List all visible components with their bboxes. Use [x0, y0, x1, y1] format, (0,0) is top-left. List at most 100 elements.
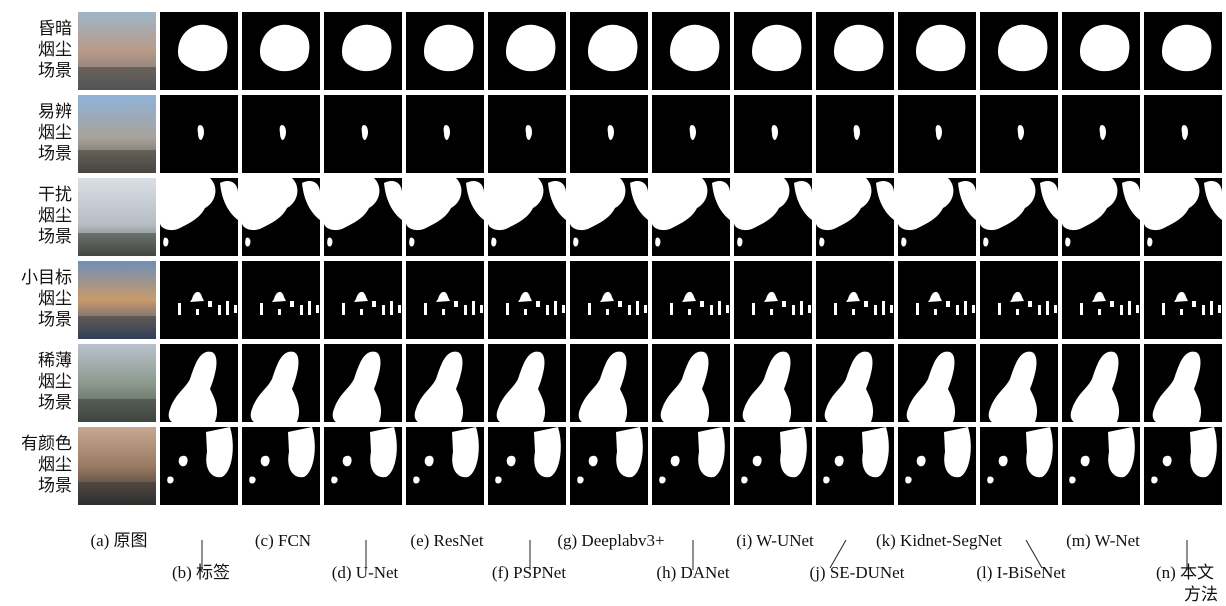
mask-region	[1080, 303, 1083, 315]
mask-region	[874, 305, 877, 315]
mask-region	[208, 301, 212, 307]
mask-region	[1054, 305, 1057, 313]
column-label: (g) Deeplabv3+	[557, 531, 664, 550]
column-label: (m) W-Net	[1066, 531, 1140, 550]
mask-region	[998, 303, 1001, 315]
mask-region	[882, 301, 885, 315]
mask-region	[1128, 301, 1131, 315]
row-label: 小目标	[21, 268, 72, 287]
mask-region	[372, 301, 376, 307]
mask-region	[1202, 305, 1205, 315]
mask-region	[562, 305, 565, 313]
mask-region	[710, 305, 713, 315]
mask-region	[644, 305, 647, 313]
column-label: (n) 本文	[1156, 563, 1214, 582]
mask-region	[964, 301, 967, 315]
mask-region	[956, 305, 959, 315]
mask-region	[1038, 305, 1041, 315]
mask-region	[890, 305, 893, 313]
mask-region	[782, 301, 786, 307]
column-label: (d) U-Net	[332, 563, 399, 582]
mask-region	[636, 301, 639, 315]
mask-region	[1218, 305, 1221, 313]
mask-region	[1210, 301, 1213, 315]
mask-region	[546, 305, 549, 315]
mask-region	[196, 309, 199, 315]
column-label: (k) Kidnet-SegNet	[876, 531, 1002, 550]
column-label: (i) W-UNet	[736, 531, 814, 550]
row-label: 有颜色	[21, 434, 72, 453]
mask-region	[1028, 301, 1032, 307]
mask-region	[1136, 305, 1139, 313]
column-label: (f) PSPNet	[492, 563, 566, 582]
mask-region	[382, 305, 385, 315]
mask-region	[700, 301, 704, 307]
column-label: (j) SE-DUNet	[810, 563, 905, 582]
row-label: 烟尘	[38, 123, 72, 142]
row-label: 场景	[38, 310, 72, 329]
mask-region	[588, 303, 591, 315]
mask-region	[726, 305, 729, 313]
row-label: 易辨	[38, 102, 72, 121]
figure: 昏暗烟尘场景易辨烟尘场景干扰烟尘场景小目标烟尘场景稀薄烟尘场景有颜色烟尘场景(a…	[0, 0, 1226, 606]
mask-region	[234, 305, 237, 313]
mask-region	[916, 303, 919, 315]
column-label: 方法	[1184, 585, 1218, 604]
mask-region	[1162, 303, 1165, 315]
mask-region	[390, 301, 393, 315]
row-label: 昏暗	[38, 19, 72, 38]
row-label: 干扰	[38, 185, 72, 204]
mask-region	[308, 301, 311, 315]
column-label: (a) 原图	[90, 531, 147, 550]
mask-region	[260, 303, 263, 315]
mask-region	[524, 309, 527, 315]
mask-region	[178, 303, 181, 315]
row-label: 场景	[38, 61, 72, 80]
column-label: (b) 标签	[172, 563, 230, 582]
row-label: 场景	[38, 144, 72, 163]
mask-region	[800, 301, 803, 315]
mask-region	[972, 305, 975, 313]
mask-region	[316, 305, 319, 313]
mask-region	[718, 301, 721, 315]
ground	[78, 316, 156, 339]
mask-region	[1180, 309, 1183, 315]
row-label: 烟尘	[38, 372, 72, 391]
row-label: 场景	[38, 227, 72, 246]
mask-region	[1120, 305, 1123, 315]
mask-region	[606, 309, 609, 315]
mask-region	[752, 303, 755, 315]
ground	[78, 399, 156, 422]
mask-region	[398, 305, 401, 313]
row-label: 烟尘	[38, 455, 72, 474]
ground	[78, 150, 156, 173]
row-label: 稀薄	[38, 351, 72, 370]
mask-region	[554, 301, 557, 315]
mask-region	[454, 301, 458, 307]
mask-region	[1110, 301, 1114, 307]
mask-region	[424, 303, 427, 315]
mask-region	[834, 303, 837, 315]
mask-region	[808, 305, 811, 313]
mask-region	[864, 301, 868, 307]
mask-region	[670, 303, 673, 315]
row-label: 烟尘	[38, 40, 72, 59]
mask-region	[1016, 309, 1019, 315]
mask-region	[1098, 309, 1101, 315]
mask-region	[472, 301, 475, 315]
ground	[78, 67, 156, 90]
mask-region	[688, 309, 691, 315]
mask-region	[946, 301, 950, 307]
row-label: 场景	[38, 476, 72, 495]
mask-region	[770, 309, 773, 315]
row-label: 场景	[38, 393, 72, 412]
mask-region	[342, 303, 345, 315]
mask-region	[278, 309, 281, 315]
mask-region	[300, 305, 303, 315]
ground	[78, 233, 156, 256]
mask-region	[442, 309, 445, 315]
mask-region	[226, 301, 229, 315]
mask-region	[1192, 301, 1196, 307]
mask-region	[464, 305, 467, 315]
mask-region	[628, 305, 631, 315]
